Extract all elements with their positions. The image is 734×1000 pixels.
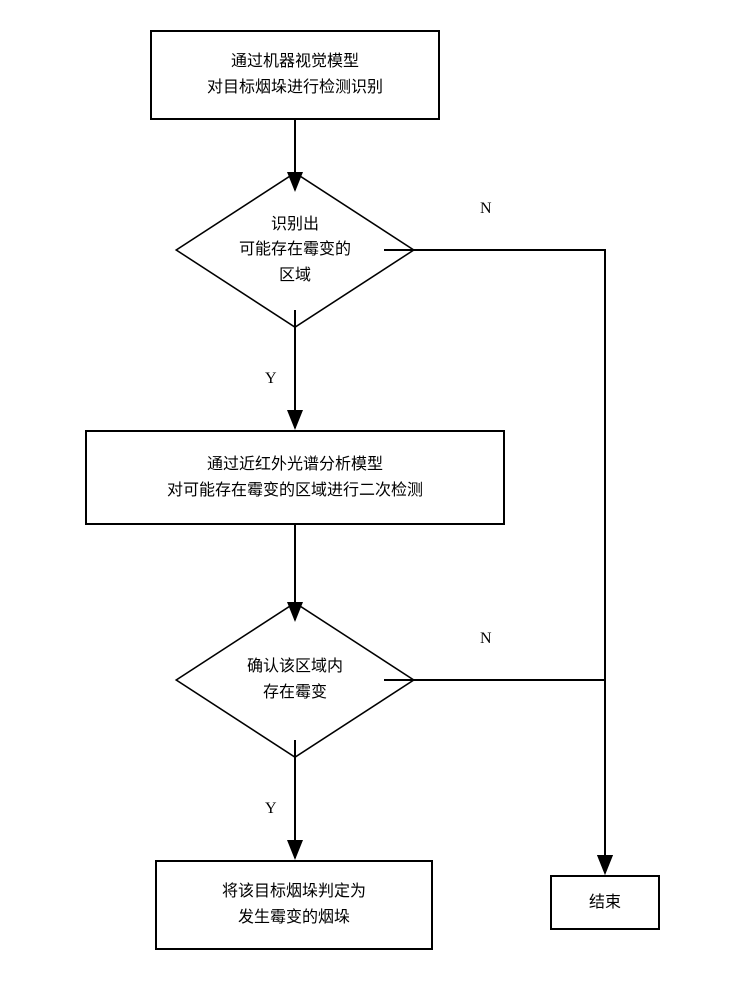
text-line: 识别出 (271, 216, 319, 233)
text-line: 存在霉变 (263, 684, 327, 701)
text-line: 可能存在霉变的 (239, 241, 351, 258)
edge-label-y1: Y (265, 370, 277, 388)
process-box-vision-detect: 通过机器视觉模型 对目标烟垛进行检测识别 (150, 30, 440, 120)
edge-label-y2: Y (265, 800, 277, 818)
text-line: 发生霉变的烟垛 (238, 909, 350, 926)
text-line: 将该目标烟垛判定为 (222, 883, 366, 900)
text-line: 对目标烟垛进行检测识别 (207, 79, 383, 96)
text-line: 对可能存在霉变的区域进行二次检测 (167, 482, 423, 499)
process-box-judge-moldy: 将该目标烟垛判定为 发生霉变的烟垛 (155, 860, 433, 950)
decision-identify-mold-region: 识别出 可能存在霉变的 区域 (210, 165, 380, 335)
flowchart-container: 通过机器视觉模型 对目标烟垛进行检测识别 识别出 可能存在霉变的 区域 通过近红… (0, 0, 734, 1000)
text-line: 结束 (589, 890, 621, 916)
text-line: 确认该区域内 (247, 658, 343, 675)
process-box-nir-detect: 通过近红外光谱分析模型 对可能存在霉变的区域进行二次检测 (85, 430, 505, 525)
terminator-end: 结束 (550, 875, 660, 930)
edge-label-n2: N (480, 630, 492, 648)
text-line: 通过近红外光谱分析模型 (207, 456, 383, 473)
text-line: 区域 (279, 267, 311, 284)
edge-label-n1: N (480, 200, 492, 218)
text-line: 通过机器视觉模型 (231, 53, 359, 70)
decision-confirm-mold: 确认该区域内 存在霉变 (210, 595, 380, 765)
